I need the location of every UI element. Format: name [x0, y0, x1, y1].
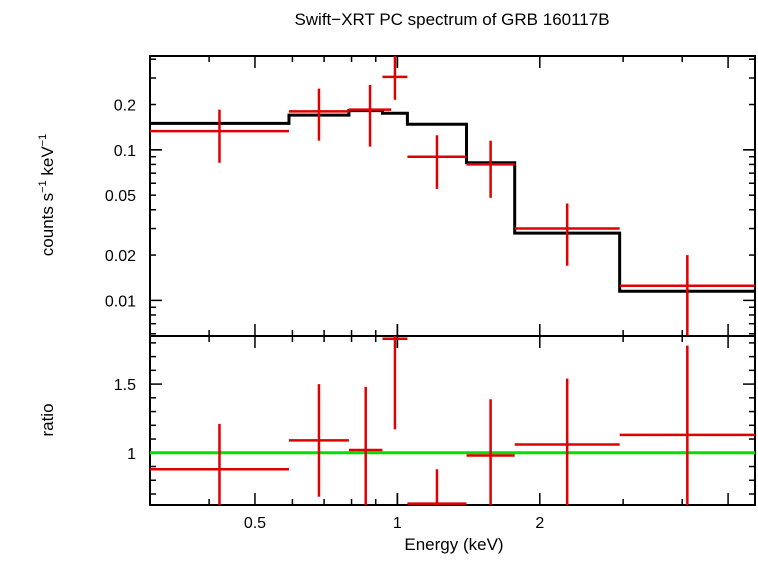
bottom-y-tick-label: 1 — [127, 446, 136, 463]
model-step-line — [150, 109, 755, 293]
x-tick-label: 0.5 — [244, 515, 266, 532]
top-y-tick-label: 0.01 — [105, 293, 136, 310]
chart-title: Swift−XRT PC spectrum of GRB 160117B — [294, 10, 609, 29]
bottom-y-tick-label: 1.5 — [114, 377, 136, 394]
bottom-panel: 0.5 1 2 1 1.5 — [114, 335, 756, 532]
x-tick-label: 1 — [393, 515, 402, 532]
top-panel: 0.01 0.02 0.05 0.1 0.2 — [105, 55, 756, 337]
top-y-tick-label: 0.1 — [114, 143, 136, 160]
top-y-axis-label: counts s−1 keV−1 — [37, 134, 57, 256]
x-axis-label: Energy (keV) — [404, 535, 503, 554]
top-y-tick-label: 0.02 — [105, 248, 136, 265]
bottom-y-axis-label: ratio — [38, 403, 57, 436]
top-plot-frame — [149, 55, 756, 337]
bottom-plot-frame — [149, 335, 756, 506]
top-y-tick-label: 0.2 — [114, 98, 136, 115]
top-y-tick-label: 0.05 — [105, 188, 136, 205]
x-tick-label: 2 — [535, 515, 544, 532]
